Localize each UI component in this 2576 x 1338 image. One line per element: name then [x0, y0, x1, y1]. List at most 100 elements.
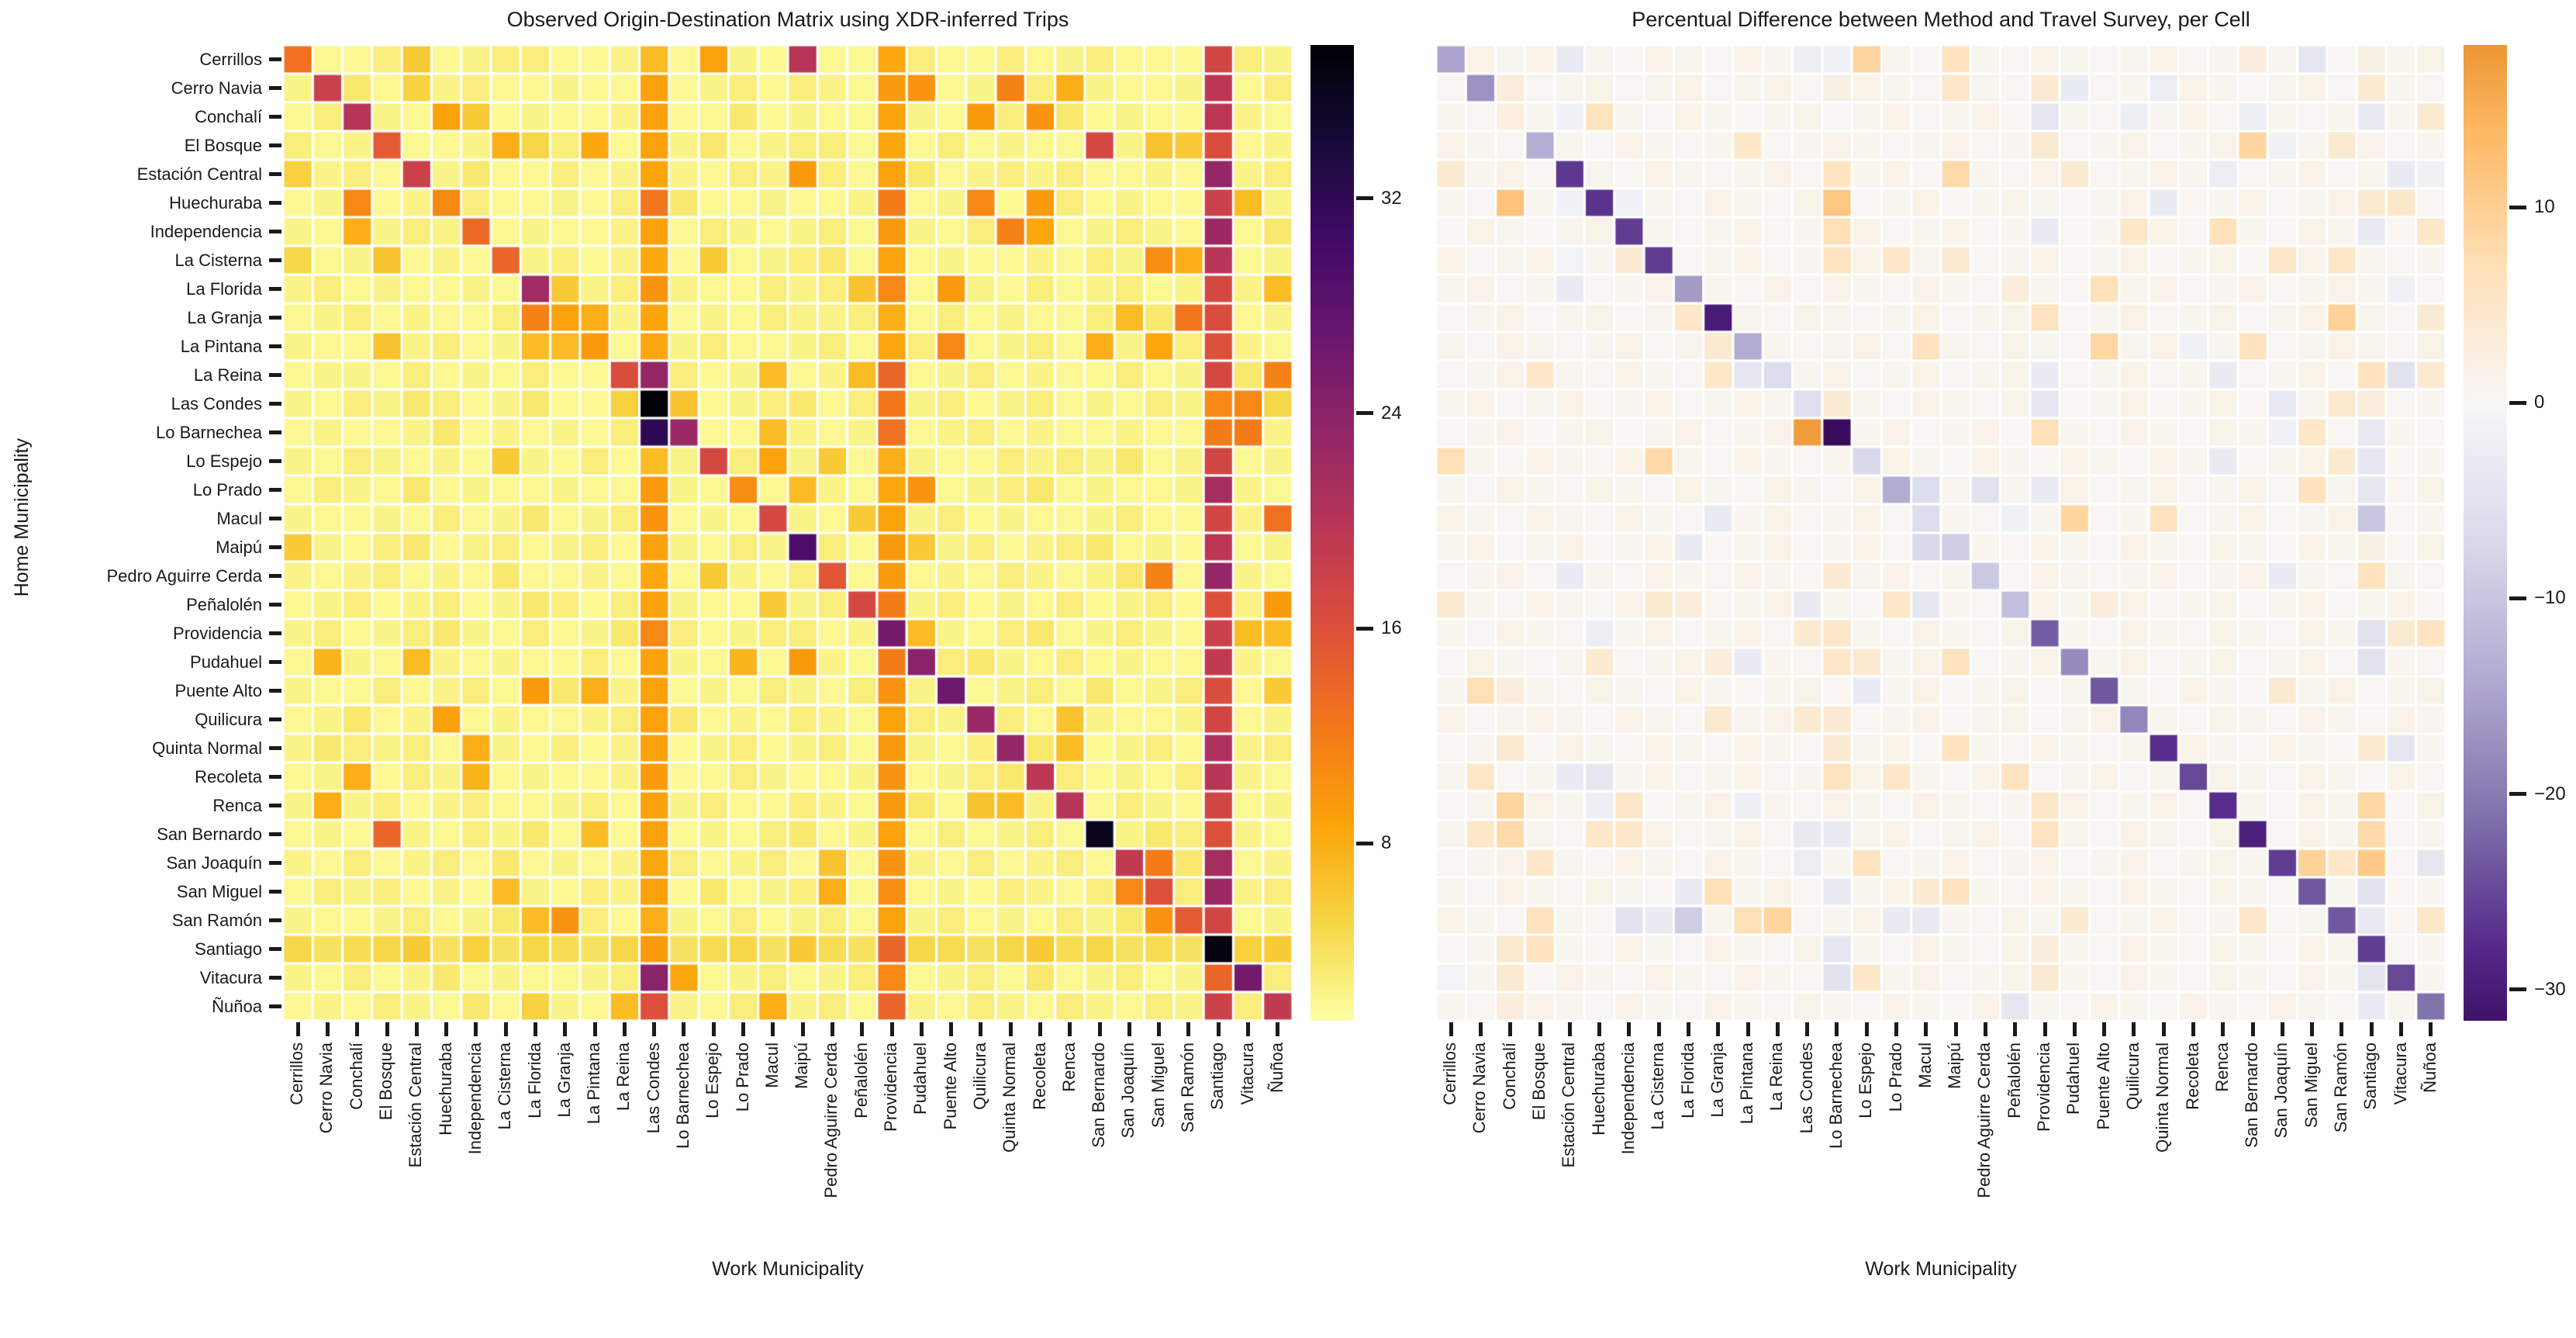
- colorbar-tick-label: 24: [1381, 402, 1402, 424]
- x-tick-mark: [1597, 1022, 1602, 1036]
- y-tick-label: Lo Espejo: [186, 451, 262, 471]
- x-tick-label: El Bosque: [376, 1042, 396, 1121]
- y-tick-mark: [269, 660, 281, 664]
- y-tick-mark: [269, 230, 281, 233]
- x-tick-label: San Miguel: [2301, 1042, 2321, 1129]
- y-tick-label: San Bernardo: [157, 824, 262, 844]
- x-tick-label: Providencia: [881, 1042, 901, 1132]
- x-tick-mark: [1627, 1022, 1632, 1036]
- y-tick-label: La Granja: [187, 307, 262, 327]
- x-tick-label: Estación Central: [1559, 1042, 1579, 1168]
- y-tick-mark: [269, 689, 281, 693]
- x-tick-label: Lo Prado: [1885, 1042, 1905, 1112]
- x-tick-mark: [711, 1022, 716, 1036]
- x-tick-mark: [1157, 1022, 1162, 1036]
- colorbar-tick-mark: [2509, 400, 2526, 405]
- x-tick-label: Lo Barnechea: [672, 1042, 692, 1149]
- x-tick-mark: [979, 1022, 983, 1036]
- x-tick-label: Cerrillos: [1440, 1042, 1460, 1105]
- x-tick-mark: [325, 1022, 330, 1036]
- colorbar-tick-label: 0: [2534, 392, 2545, 413]
- y-tick-mark: [269, 1004, 281, 1008]
- x-tick-mark: [1775, 1022, 1780, 1036]
- colorbar-tick-label: −10: [2534, 587, 2566, 609]
- x-tick-label: La Cisterna: [1648, 1042, 1668, 1130]
- x-tick-mark: [1953, 1022, 1958, 1036]
- x-tick-label: Las Condes: [1796, 1042, 1816, 1134]
- x-tick-label: El Bosque: [1529, 1042, 1549, 1121]
- x-tick-label: Quinta Normal: [1000, 1042, 1020, 1153]
- colorbar-tick-mark: [1356, 196, 1373, 201]
- x-tick-mark: [800, 1022, 805, 1036]
- x-tick-label: Vitacura: [1237, 1042, 1257, 1105]
- x-tick-label: Ñuñoa: [1266, 1042, 1286, 1093]
- y-tick-label: San Ramón: [171, 910, 262, 930]
- x-tick-mark: [1097, 1022, 1102, 1036]
- x-tick-mark: [474, 1022, 478, 1036]
- x-tick-mark: [2339, 1022, 2344, 1036]
- x-tick-label: La Reina: [613, 1042, 634, 1112]
- x-tick-label: Puente Alto: [2093, 1042, 2113, 1130]
- y-tick-label: La Pintana: [180, 336, 262, 356]
- x-tick-label: Cerrillos: [287, 1042, 307, 1105]
- x-tick-mark: [622, 1022, 627, 1036]
- y-tick-label: La Reina: [193, 365, 262, 385]
- y-tick-mark: [269, 316, 281, 320]
- x-tick-label: Huechuraba: [1588, 1042, 1608, 1136]
- x-tick-mark: [1276, 1022, 1280, 1036]
- x-tick-mark: [444, 1022, 449, 1036]
- x-tick-mark: [503, 1022, 508, 1036]
- x-tick-label: Lo Prado: [732, 1042, 752, 1112]
- y-tick-mark: [269, 115, 281, 119]
- x-tick-mark: [1127, 1022, 1131, 1036]
- x-tick-mark: [592, 1022, 597, 1036]
- y-tick-label: Peñalolén: [186, 594, 262, 614]
- y-tick-label: Vitacura: [199, 967, 262, 987]
- x-tick-mark: [1864, 1022, 1869, 1036]
- x-tick-mark: [1186, 1022, 1191, 1036]
- x-tick-mark: [919, 1022, 924, 1036]
- y-tick-mark: [269, 746, 281, 750]
- colorbar-tick-label: 16: [1381, 617, 1402, 639]
- y-tick-label: Ñuñoa: [212, 996, 262, 1016]
- x-tick-label: Lo Barnechea: [1825, 1042, 1846, 1149]
- x-tick-label: Renca: [2212, 1042, 2232, 1092]
- y-tick-mark: [269, 172, 281, 176]
- y-tick-label: La Cisterna: [174, 250, 262, 270]
- y-tick-mark: [269, 86, 281, 90]
- x-tick-mark: [1687, 1022, 1690, 1036]
- y-tick-label: Estación Central: [136, 164, 262, 184]
- x-tick-mark: [652, 1022, 657, 1036]
- x-tick-label: Maipú: [1945, 1042, 1965, 1089]
- x-tick-mark: [2399, 1022, 2404, 1036]
- colorbar-tick-mark: [2509, 205, 2526, 209]
- x-tick-label: Lo Espejo: [703, 1042, 723, 1118]
- y-tick-mark: [269, 488, 281, 492]
- x-tick-mark: [2132, 1022, 2136, 1036]
- right-xaxis-label: Work Municipality: [1865, 1258, 2017, 1280]
- left-xaxis-label: Work Municipality: [712, 1258, 864, 1280]
- y-tick-mark: [269, 775, 281, 779]
- x-tick-label: La Pintana: [1737, 1042, 1757, 1125]
- x-tick-mark: [830, 1022, 834, 1036]
- x-tick-mark: [1216, 1022, 1221, 1036]
- colorbar-tick-mark: [2509, 792, 2526, 797]
- x-tick-label: Huechuraba: [435, 1042, 455, 1136]
- colorbar-tick-mark: [1356, 626, 1373, 631]
- x-tick-label: Las Condes: [643, 1042, 663, 1134]
- y-tick-mark: [269, 947, 281, 951]
- x-tick-mark: [1068, 1022, 1072, 1036]
- x-tick-label: La Reina: [1766, 1042, 1787, 1112]
- x-tick-label: La Florida: [524, 1042, 544, 1118]
- x-tick-mark: [355, 1022, 360, 1036]
- x-tick-mark: [1805, 1022, 1810, 1036]
- y-tick-label: San Miguel: [176, 881, 262, 901]
- x-tick-mark: [771, 1022, 775, 1036]
- y-tick-label: Huechuraba: [169, 192, 262, 213]
- y-tick-mark: [269, 976, 281, 980]
- x-tick-mark: [1656, 1022, 1661, 1036]
- pct-diff-colorbar: [2464, 45, 2507, 1021]
- y-tick-label: Lo Prado: [192, 479, 262, 500]
- x-tick-mark: [295, 1022, 300, 1036]
- od-matrix-heatmap: [283, 45, 1293, 1021]
